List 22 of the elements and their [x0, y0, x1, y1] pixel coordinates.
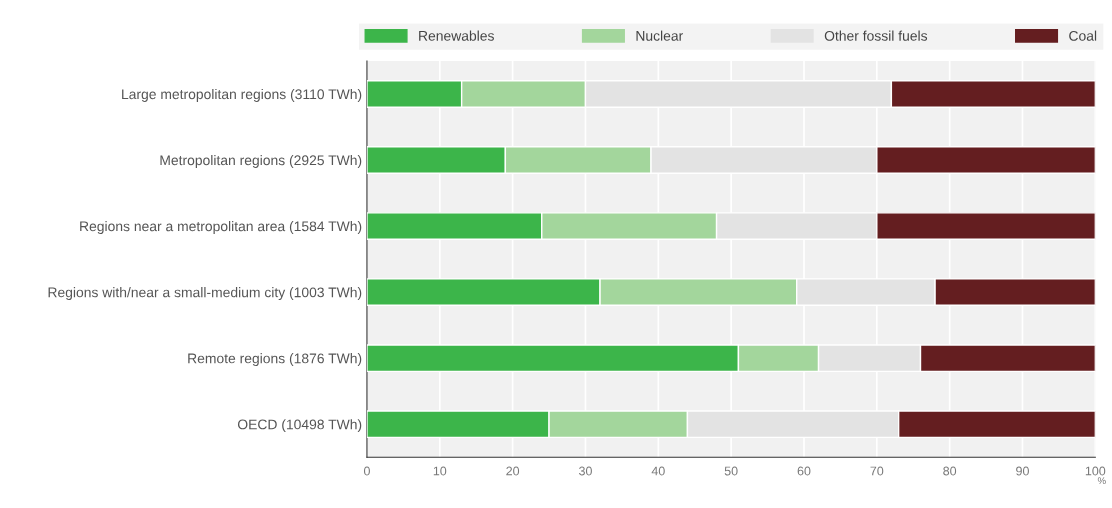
y-tick-label: Metropolitan regions (2925 TWh)	[160, 154, 362, 168]
x-tick-label: 80	[943, 466, 957, 476]
x-tick-label: 50	[724, 466, 738, 476]
x-tick-label: 100	[1085, 466, 1106, 476]
x-tick-label: 30	[578, 466, 592, 476]
y-tick-label: OECD (10498 TWh)	[237, 419, 362, 433]
legend-label: Renewables	[419, 30, 494, 41]
y-tick-label: Regions near a metropolitan area (1584 TWh)	[80, 221, 362, 234]
legend-label: Nuclear	[636, 30, 683, 41]
x-tick-label: 90	[1016, 466, 1029, 476]
legend-label: Coal	[1069, 30, 1097, 41]
y-tick-label: Large metropolitan regions (3110 TWh)	[122, 88, 362, 102]
x-tick-label: 70	[870, 466, 884, 476]
x-tick-label: 20	[506, 466, 520, 476]
legend-label: Other fossil fuels	[824, 30, 928, 41]
y-tick-label: Regions with/near a small-medium city (1003 TWh)	[48, 287, 362, 301]
y-tick-label: Remote regions (1876 TWh)	[188, 353, 362, 367]
x-axis-title: %	[1097, 477, 1106, 485]
x-tick-label: 10	[433, 466, 447, 476]
x-tick-label: 40	[651, 466, 665, 476]
x-tick-label: 60	[797, 466, 811, 476]
x-tick-label: 0	[363, 466, 370, 476]
